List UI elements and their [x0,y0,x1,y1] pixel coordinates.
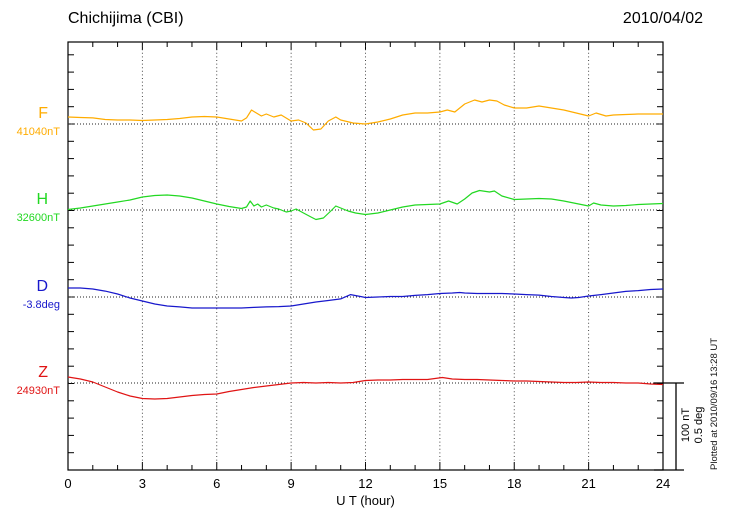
channel-letter-D: D [36,278,48,295]
observation-date: 2010/04/02 [622,10,703,27]
channel-baseline-F: 41040nT [16,126,60,138]
channel-letter-Z: Z [38,364,48,381]
channel-letter-H: H [36,191,48,208]
x-tick-label-24: 24 [655,476,671,491]
station-title: Chichijima (CBI) [68,10,184,27]
trace-D [68,287,664,309]
x-tick-label-12: 12 [358,476,373,491]
x-tick-label-3: 3 [138,476,146,491]
channel-label-D: D -3.8deg [0,278,61,312]
scale-bar-labels: 100 nT 0.5 deg [680,390,706,460]
channel-baseline-H: 32600nT [16,212,60,224]
x-tick-label-9: 9 [287,476,295,491]
x-tick-label-15: 15 [432,476,448,491]
trace-H [67,189,664,221]
x-tick-label-0: 0 [64,476,72,491]
channel-letter-F: F [38,105,48,122]
trace-F [67,99,663,131]
scale-label-nt: 100 nT [680,407,692,443]
x-tick-label-18: 18 [507,476,522,491]
x-axis-tick-labels: 0 3 6 9 12 15 18 21 24 [0,476,730,492]
x-tick-label-6: 6 [213,476,221,491]
trace-Z [67,376,664,400]
channel-label-Z: Z 24930nT [0,364,61,398]
plotted-at-note: Plotted at 2010/09/16 13:28 UT [709,337,720,470]
channel-baseline-Z: 24930nT [16,385,60,397]
x-tick-label-21: 21 [581,476,596,491]
scale-label-deg: 0.5 deg [693,406,705,444]
channel-label-F: F 41040nT [0,105,61,139]
channel-label-H: H 32600nT [0,191,61,225]
channel-baseline-D: -3.8deg [22,299,60,311]
x-axis-title: U T (hour) [336,493,395,508]
